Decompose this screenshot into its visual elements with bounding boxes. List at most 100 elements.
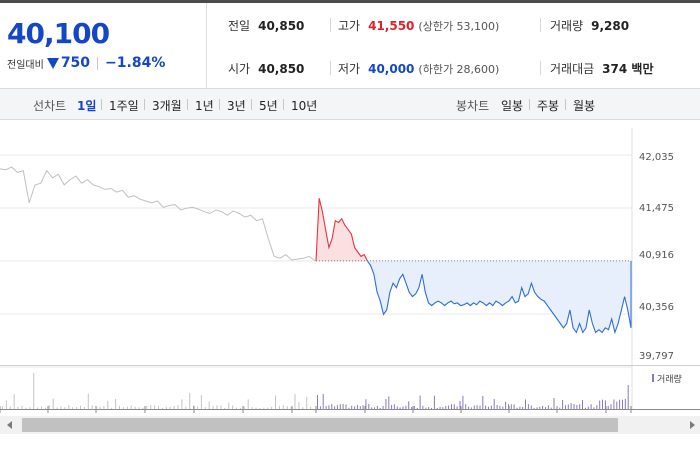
volume-bar <box>582 399 583 409</box>
horizontal-scrollbar[interactable] <box>0 416 700 434</box>
volume-bar <box>530 405 532 409</box>
volume-bar <box>255 407 257 409</box>
candle-monthly[interactable]: 월봉 <box>573 99 596 113</box>
volume-bar <box>345 404 347 409</box>
volume-bar <box>169 406 171 409</box>
volume-bar <box>154 405 156 409</box>
volume-bar <box>408 401 410 409</box>
volume-bar <box>393 404 395 409</box>
open-label: 시가 <box>228 62 251 76</box>
previous-day-line <box>0 166 316 262</box>
volume-bar <box>542 405 544 409</box>
volume-bar <box>545 407 546 409</box>
volume-bar <box>448 405 450 409</box>
volume-bar <box>91 405 93 409</box>
scrollbar-thumb[interactable] <box>22 418 618 432</box>
volume-bar <box>331 404 333 409</box>
period-1w[interactable]: 1주일 <box>109 99 139 113</box>
period-1y[interactable]: 1년 <box>195 99 214 113</box>
period-10y[interactable]: 10년 <box>291 99 318 113</box>
volume-bar <box>328 405 330 409</box>
candle-weekly[interactable]: 주봉 <box>537 99 560 113</box>
volume-bar <box>348 407 350 409</box>
period-5y[interactable]: 5년 <box>259 99 278 113</box>
volume-bar <box>399 407 401 409</box>
prev-close-cell: 전일 40,850 <box>228 17 304 34</box>
y-tick-label: 42,035 <box>639 152 674 163</box>
divider <box>187 99 188 110</box>
change-percent: −1.84% <box>105 55 166 71</box>
volume-bar <box>610 404 612 409</box>
volume-bar <box>382 405 384 409</box>
volume-bar <box>220 405 222 409</box>
volume-legend-label: 거래량 <box>657 373 682 385</box>
volume-bar <box>99 406 101 409</box>
volume-bar <box>158 406 159 409</box>
volume-bar <box>391 405 393 409</box>
volume-cell: 거래량 9,280 <box>550 17 629 34</box>
change-value: 750 <box>60 55 91 71</box>
volume-bar <box>428 407 430 409</box>
volume-bar <box>232 405 234 409</box>
volume-bar <box>83 406 85 409</box>
prev-close-value: 40,850 <box>258 18 305 33</box>
volume-bar <box>371 407 373 409</box>
volume-bar <box>334 406 336 409</box>
volume-bar <box>146 405 148 409</box>
volume-bar <box>616 401 618 409</box>
volume-bar <box>126 406 128 409</box>
y-tick-label: 40,916 <box>639 250 674 261</box>
volume-bar <box>259 408 261 409</box>
divider <box>101 99 102 110</box>
divider <box>330 18 331 32</box>
volume-bar <box>68 405 70 409</box>
volume-bar <box>29 407 31 409</box>
divider <box>144 99 145 110</box>
volume-bar <box>41 406 42 409</box>
area-fills <box>316 198 631 333</box>
volume-bar <box>48 405 50 409</box>
volume-bar <box>584 407 586 409</box>
volume-bar <box>142 407 144 409</box>
volume-bar <box>64 407 66 409</box>
volume-bar <box>181 399 183 409</box>
candle-daily[interactable]: 일봉 <box>501 99 524 113</box>
volume-bar <box>539 406 541 409</box>
volume-bar <box>419 395 421 409</box>
volume-bar <box>185 406 187 409</box>
volume-bar <box>282 405 284 409</box>
period-3y[interactable]: 3년 <box>227 99 246 113</box>
volume-bar <box>388 396 390 409</box>
scroll-left-arrow-icon[interactable] <box>4 419 16 431</box>
divider <box>529 99 530 110</box>
volume-bar <box>396 406 398 409</box>
volume-bar <box>622 399 623 409</box>
prev-close-label: 전일 <box>228 19 251 33</box>
divider <box>283 99 284 110</box>
period-1d[interactable]: 1일 <box>77 99 97 113</box>
volume-bar <box>134 406 136 409</box>
volume-bar <box>445 406 447 409</box>
volume-bar <box>130 405 132 409</box>
volume-bar <box>322 394 324 409</box>
divider <box>219 99 220 110</box>
volume-bar <box>325 406 327 409</box>
open-cell: 시가 40,850 <box>228 60 304 77</box>
scroll-right-arrow-icon[interactable] <box>686 419 698 431</box>
y-tick-label: 41,475 <box>639 203 674 214</box>
volume-bar <box>385 399 387 409</box>
volume-bar <box>613 399 615 409</box>
period-3m[interactable]: 3개월 <box>152 99 182 113</box>
volume-bar <box>570 403 572 409</box>
volume-bar <box>224 407 226 409</box>
volume-bar <box>405 405 407 409</box>
volume-bar <box>436 407 438 409</box>
volume-bar <box>525 399 526 409</box>
volume-bar <box>80 405 81 409</box>
divider <box>97 56 99 70</box>
volume-bar <box>13 394 15 409</box>
volume-bar <box>204 407 206 409</box>
volume-bar <box>596 405 598 409</box>
volume-bar <box>275 395 276 409</box>
amount-cell: 거래대금 374 백만 <box>550 60 653 77</box>
